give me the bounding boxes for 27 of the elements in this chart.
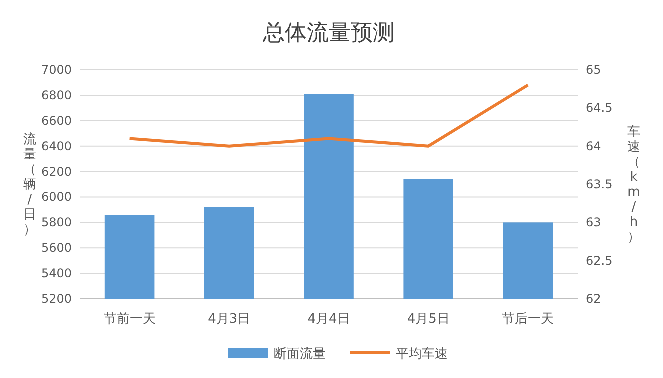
y-tick-label: 5400	[41, 266, 72, 281]
y2-axis-title: 车速（km/h）	[628, 125, 640, 245]
y-tick-label: 5200	[41, 292, 72, 306]
y2-tick-label: 62.5	[586, 254, 613, 268]
y-tick-label: 6200	[41, 164, 72, 179]
y2-tick-label: 63.5	[586, 178, 613, 192]
y2-tick-label: 63	[586, 216, 602, 230]
y-axis-title: 流量（辆/日）	[24, 132, 36, 238]
y2-tick-label: 65	[586, 63, 602, 77]
y-tick-label: 6400	[41, 139, 72, 154]
y-tick-label: 6600	[41, 114, 72, 128]
y2-tick-label: 62	[586, 292, 602, 306]
y2-tick-label: 64	[586, 139, 602, 154]
legend-label: 断面流量	[274, 346, 326, 362]
x-tick-label: 4月4日	[308, 312, 350, 327]
y-tick-label: 6800	[41, 88, 72, 102]
y-tick-label: 6000	[41, 190, 72, 204]
y-tick-label: 7000	[41, 63, 72, 77]
legend-label: 平均车速	[396, 347, 448, 362]
chart-title: 总体流量预测	[262, 21, 395, 46]
x-tick-label: 4月5日	[407, 312, 450, 327]
x-tick-label: 4月3日	[208, 312, 251, 327]
x-tick-label: 节前一天	[104, 312, 156, 327]
y-tick-label: 5800	[41, 216, 72, 230]
y-tick-label: 5600	[41, 241, 72, 256]
x-tick-label: 节后一天	[502, 312, 554, 327]
y2-tick-label: 64.5	[586, 101, 613, 116]
